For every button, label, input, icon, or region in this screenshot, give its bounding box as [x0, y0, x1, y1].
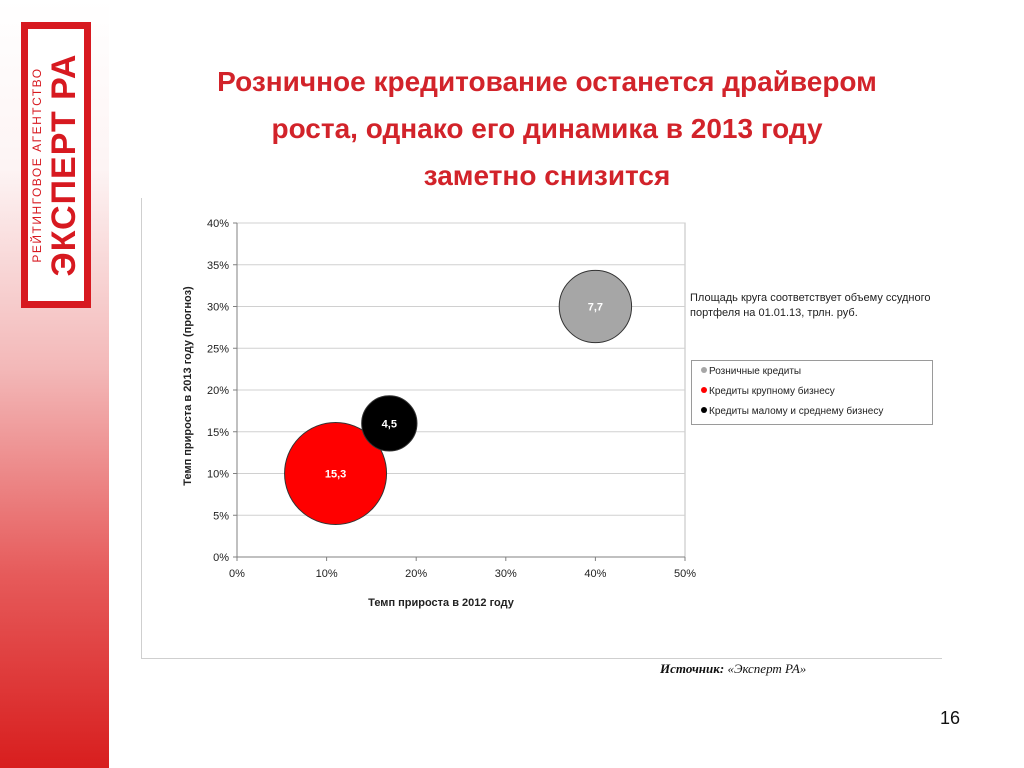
title-line-3: заметно снизится — [423, 160, 671, 191]
legend-label-retail: Розничные кредиты — [709, 366, 802, 377]
slide-title: Розничное кредитование останется драйвер… — [130, 58, 964, 199]
y-tick-label: 20% — [207, 385, 229, 397]
source-value: «Эксперт РА» — [727, 661, 807, 676]
legend-label-large: Кредиты крупному бизнесу — [709, 386, 835, 397]
chart-legend: Розничные кредиты Кредиты крупному бизне… — [691, 360, 933, 425]
y-tick-label: 30% — [207, 302, 229, 314]
legend-marker-large — [701, 387, 707, 393]
y-axis-title: Темп прироста в 2013 году (прогноз) — [182, 286, 194, 486]
y-tick-label: 40% — [207, 218, 229, 230]
logo-main-text: ЭКСПЕРТ РА — [45, 53, 83, 277]
legend-label-sme: Кредиты малому и среднему бизнесу — [709, 406, 884, 417]
chart-note: Площадь круга соответствует объему ссудн… — [690, 292, 931, 319]
sidebar-gradient: ЭКСПЕРТ РА РЕЙТИНГОВОЕ АГЕНТСТВО — [0, 0, 109, 768]
x-tick-label: 40% — [584, 568, 606, 580]
legend-marker-sme — [701, 407, 707, 413]
chart-frame: 0% 5% 10% 15% 20% 25% 30% 35% 40% 0% 10% 20% 30% 40% 5… — [141, 198, 942, 659]
x-axis-title: Темп прироста в 2012 году — [368, 597, 515, 609]
bubble-label-2: 15,3 — [325, 469, 346, 481]
bubble-label-1: 7,7 — [588, 302, 603, 314]
legend-item-large: Кредиты крупному бизнесу — [701, 386, 835, 397]
bubble-2 — [284, 422, 388, 525]
page-number: 16 — [940, 708, 961, 728]
expert-ra-logo: ЭКСПЕРТ РА РЕЙТИНГОВОЕ АГЕНТСТВО — [21, 22, 91, 308]
bubble-chart: 0% 5% 10% 15% 20% 25% 30% 35% 40% 0% 10% 20% 30% 40% 5… — [182, 218, 696, 609]
x-tick-label: 20% — [405, 568, 427, 580]
y-tick-label: 15% — [207, 427, 229, 439]
y-tick-label: 25% — [207, 343, 229, 355]
legend-marker-retail — [701, 367, 707, 373]
legend-item-sme: Кредиты малому и среднему бизнесу — [701, 406, 883, 417]
source-line: Источник: «Эксперт РА» — [660, 661, 806, 677]
x-tick-label: 50% — [674, 568, 696, 580]
y-tick-label: 0% — [213, 552, 229, 564]
logo-sub-text: РЕЙТИНГОВОЕ АГЕНТСТВО — [30, 67, 44, 263]
source-label: Источник: — [660, 661, 725, 676]
y-tick-label: 35% — [207, 260, 229, 272]
legend-item-retail: Розничные кредиты — [701, 366, 801, 377]
x-tick-label: 0% — [229, 568, 245, 580]
title-line-1: Розничное кредитование останется драйвер… — [217, 66, 877, 97]
y-tick-label: 10% — [207, 469, 229, 481]
x-tick-label: 10% — [316, 568, 338, 580]
bubble-3 — [361, 395, 418, 452]
y-tick-label: 5% — [213, 510, 229, 522]
bubble-label-3: 4,5 — [382, 418, 397, 430]
title-line-2: роста, однако его динамика в 2013 году — [271, 113, 823, 144]
x-tick-label: 30% — [495, 568, 517, 580]
bubble-1 — [558, 269, 633, 344]
